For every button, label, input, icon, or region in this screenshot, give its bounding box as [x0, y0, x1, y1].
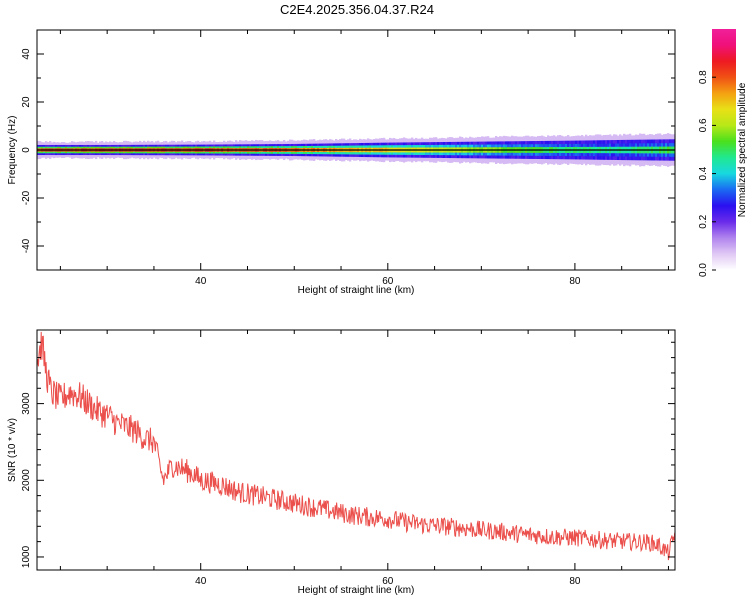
snr-y-axis-label: SNR (10 * v/v)	[7, 418, 18, 482]
y-tick-label: -40	[21, 238, 32, 253]
spectrogram-y-axis-label: Frequency (Hz)	[7, 116, 18, 185]
colorbar-ticks: 0.0 0.2 0.4 0.6 0.8	[698, 70, 716, 277]
colorbar-tick-label: 0.0	[698, 263, 709, 277]
snr-series-line	[37, 331, 675, 561]
snr-y-ticks: 1000 2000 3000	[21, 341, 675, 568]
colorbar-scale	[712, 29, 736, 270]
y-tick-label: 1000	[21, 545, 32, 568]
colorbar-tick-label: 0.4	[698, 166, 709, 180]
y-tick-label: 3000	[21, 392, 32, 415]
spectrogram-y-ticks: -40 -20 0 20 40	[21, 29, 675, 271]
y-tick-label: 0	[21, 147, 32, 153]
colorbar-tick-label: 0.2	[698, 214, 709, 228]
snr-x-ticks: 40 60 80	[59, 330, 669, 587]
colorbar: 0.0 0.2 0.4 0.6 0.8 Normalized spectral ampl…	[698, 29, 748, 277]
x-tick-label: 80	[569, 276, 581, 287]
x-tick-label: 40	[195, 576, 207, 587]
y-tick-label: 20	[21, 96, 32, 108]
snr-plot-frame	[36, 329, 676, 571]
x-tick-label: 60	[382, 576, 394, 587]
snr-panel: 40 60 80 1000 2000 3000 Height of straight l…	[7, 329, 676, 596]
colorbar-tick-label: 0.8	[698, 70, 709, 84]
snr-x-axis-label: Height of straight line (km)	[298, 585, 415, 596]
colorbar-label: Normalized spectral amplitude	[737, 82, 748, 217]
x-tick-label: 60	[382, 276, 394, 287]
spectrogram-panel: 40 60 80 -40 -20 0 20 40 Height of straight li…	[7, 29, 676, 296]
spectrogram-x-axis-label: Height of straight line (km)	[298, 285, 415, 296]
y-tick-label: 2000	[21, 469, 32, 492]
x-tick-label: 80	[569, 576, 581, 587]
colorbar-tick-label: 0.6	[698, 118, 709, 132]
x-tick-label: 40	[195, 276, 207, 287]
figure-title: C2E4.2025.356.04.37.R24	[280, 2, 434, 17]
y-tick-label: -20	[21, 190, 32, 205]
spectrogram-x-ticks: 40 60 80	[59, 30, 669, 287]
y-tick-label: 40	[21, 48, 32, 60]
